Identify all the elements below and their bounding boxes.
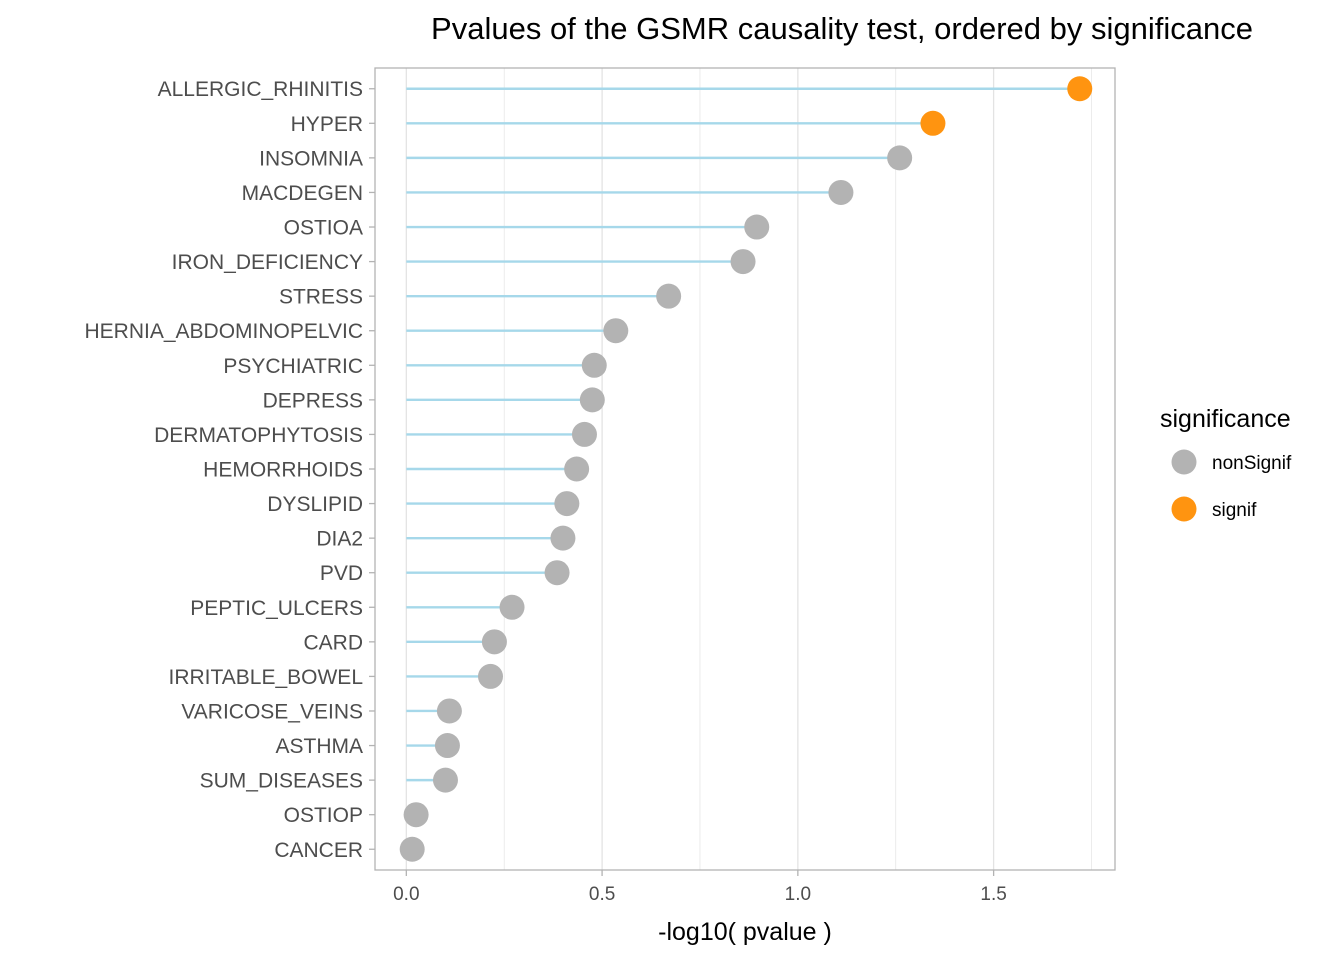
- data-point: [730, 249, 756, 275]
- legend: significance nonSignif signif: [1160, 405, 1292, 522]
- data-point: [887, 145, 913, 171]
- y-tick-label: OSTIOP: [284, 804, 363, 827]
- legend-label-nonSignif: nonSignif: [1212, 453, 1292, 474]
- data-point: [579, 387, 605, 413]
- data-point: [603, 318, 629, 344]
- y-tick-label: PEPTIC_ULCERS: [190, 597, 363, 620]
- y-tick-label: CANCER: [274, 839, 363, 862]
- y-tick-label: OSTIOA: [284, 217, 363, 240]
- data-point: [403, 802, 429, 828]
- x-tick-label: 0.0: [393, 884, 419, 905]
- y-tick-label: DERMATOPHYTOSIS: [154, 424, 363, 447]
- x-axis: 0.0 0.5 1.0 1.5: [393, 870, 1007, 905]
- y-tick-label: HERNIA_ABDOMINOPELVIC: [84, 320, 363, 343]
- y-tick-label: HEMORRHOIDS: [203, 459, 363, 482]
- data-point: [432, 767, 458, 793]
- y-tick-label: DEPRESS: [263, 389, 363, 412]
- y-tick-label: HYPER: [291, 113, 363, 136]
- y-tick-label: INSOMNIA: [259, 147, 363, 170]
- y-tick-label: STRESS: [279, 286, 363, 309]
- y-tick-label: DIA2: [316, 528, 363, 551]
- data-point: [744, 214, 770, 240]
- y-tick-label: SUM_DISEASES: [200, 770, 363, 793]
- data-point: [564, 456, 590, 482]
- data-point: [481, 629, 507, 655]
- y-axis: ALLERGIC_RHINITIS HYPER INSOMNIA MACDEGEN OS…: [84, 78, 375, 862]
- chart-title: Pvalues of the GSMR causality test, orde…: [431, 11, 1253, 46]
- data-point: [828, 179, 854, 205]
- data-point: [434, 733, 460, 759]
- data-point: [554, 491, 580, 517]
- data-point: [1067, 76, 1093, 102]
- data-point: [581, 352, 607, 378]
- legend-key-nonSignif: [1171, 449, 1197, 475]
- data-point: [478, 663, 504, 689]
- data-point: [544, 560, 570, 586]
- y-tick-label: VARICOSE_VEINS: [181, 700, 363, 723]
- data-point: [550, 525, 576, 551]
- data-point: [499, 594, 525, 620]
- legend-label-signif: signif: [1212, 500, 1257, 521]
- data-point: [399, 836, 425, 862]
- x-tick-label: 0.5: [589, 884, 615, 905]
- y-tick-label: MACDEGEN: [242, 182, 363, 205]
- y-tick-label: PSYCHIATRIC: [223, 355, 363, 378]
- legend-key-signif: [1171, 496, 1197, 522]
- y-tick-label: IRON_DEFICIENCY: [172, 251, 363, 274]
- y-tick-label: PVD: [320, 562, 363, 585]
- data-point: [436, 698, 462, 724]
- data-point: [571, 421, 597, 447]
- stem-layer: [406, 87, 1080, 851]
- y-tick-label: DYSLIPID: [267, 493, 363, 516]
- y-tick-label: ASTHMA: [275, 735, 363, 758]
- data-point: [656, 283, 682, 309]
- x-tick-label: 1.0: [785, 884, 811, 905]
- grid-layer: [405, 68, 1092, 870]
- x-axis-title: -log10( pvalue ): [658, 918, 832, 946]
- x-tick-label: 1.5: [980, 884, 1006, 905]
- y-tick-label: ALLERGIC_RHINITIS: [158, 78, 363, 101]
- data-point: [920, 110, 946, 136]
- legend-title: significance: [1160, 405, 1291, 433]
- y-tick-label: IRRITABLE_BOWEL: [169, 666, 364, 689]
- point-layer: [399, 76, 1093, 862]
- y-tick-label: CARD: [303, 631, 363, 654]
